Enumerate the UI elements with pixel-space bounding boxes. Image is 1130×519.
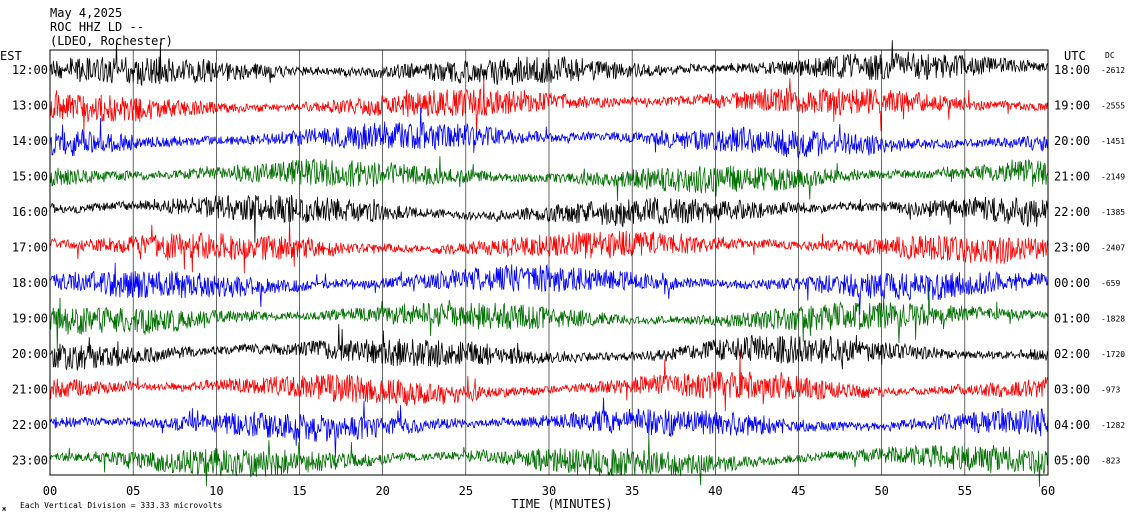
trace-row-1200 xyxy=(49,40,1049,87)
dc-offset-label: -2612 xyxy=(1101,66,1125,75)
utc-hour-label: 18:00 xyxy=(1054,63,1090,77)
est-hour-label: 12:00 xyxy=(12,63,48,77)
utc-hour-label: 19:00 xyxy=(1054,99,1090,113)
dc-labels: -2612 -2555 -1451 -2149 -1385 -2407 -659 -1828 -… xyxy=(1101,66,1125,466)
x-tick-labels: 00 05 10 15 20 25 30 35 40 45 50 55 60 xyxy=(43,484,1055,498)
x-tick-label: 60 xyxy=(1041,484,1055,498)
dc-offset-label: -973 xyxy=(1101,386,1120,395)
utc-hour-label: 02:00 xyxy=(1054,347,1090,361)
est-hour-label: 23:00 xyxy=(12,454,48,468)
plot-frame xyxy=(49,49,1049,476)
x-axis-label: TIME (MINUTES) xyxy=(511,497,612,511)
est-labels: 12:00 13:00 14:00 15:00 16:00 17:00 18:00 19:00… xyxy=(12,63,48,468)
dc-header-label: DC xyxy=(1105,51,1115,60)
est-axis-label: EST xyxy=(0,49,22,63)
trace-row-1300 xyxy=(49,78,1049,135)
trace-row-1700 xyxy=(49,220,1049,274)
trace-row-1600 xyxy=(49,194,1049,243)
dc-offset-label: -2555 xyxy=(1101,102,1125,111)
utc-hour-label: 01:00 xyxy=(1054,312,1090,326)
x-tick-label: 45 xyxy=(791,484,805,498)
trace-row-2100 xyxy=(49,349,1049,412)
x-tick-label: 05 xyxy=(126,484,140,498)
header-date: May 4,2025 xyxy=(50,6,123,20)
trace-row-2000 xyxy=(49,324,1049,371)
dc-offset-label: -2407 xyxy=(1101,244,1125,253)
est-hour-label: 16:00 xyxy=(12,205,48,219)
dc-offset-label: -1282 xyxy=(1101,421,1125,430)
utc-hour-label: 20:00 xyxy=(1054,134,1090,148)
est-hour-label: 18:00 xyxy=(12,276,48,290)
corner-mark: ж xyxy=(2,505,7,513)
trace-row-2300 xyxy=(49,434,1049,487)
header-network: (LDEO, Rochester) xyxy=(50,34,173,48)
utc-axis-label: UTC xyxy=(1064,49,1086,63)
dc-offset-label: -1828 xyxy=(1101,315,1125,324)
trace-row-1400 xyxy=(49,107,1049,159)
dc-offset-label: -659 xyxy=(1101,279,1120,288)
header-station: ROC HHZ LD -- xyxy=(50,20,144,34)
utc-hour-label: 23:00 xyxy=(1054,241,1090,255)
est-hour-label: 13:00 xyxy=(12,99,48,113)
dc-offset-label: -1385 xyxy=(1101,208,1125,217)
dc-offset-label: -823 xyxy=(1101,457,1120,466)
trace-row-1900 xyxy=(49,288,1049,352)
est-hour-label: 19:00 xyxy=(12,312,48,326)
x-tick-label: 50 xyxy=(874,484,888,498)
utc-hour-label: 21:00 xyxy=(1054,170,1090,184)
est-hour-label: 17:00 xyxy=(12,241,48,255)
scale-note: Each Vertical Division = 333.33 microvol… xyxy=(20,501,222,510)
utc-labels: 18:00 19:00 20:00 21:00 22:00 23:00 00:00 01:00… xyxy=(1054,63,1090,468)
seismic-traces xyxy=(49,40,1049,487)
x-tick-label: 35 xyxy=(625,484,639,498)
dc-offset-label: -1451 xyxy=(1101,137,1125,146)
x-tick-label: 40 xyxy=(708,484,722,498)
utc-hour-label: 03:00 xyxy=(1054,383,1090,397)
x-tick-label: 25 xyxy=(459,484,473,498)
est-hour-label: 21:00 xyxy=(12,383,48,397)
dc-offset-label: -2149 xyxy=(1101,173,1125,182)
utc-hour-label: 22:00 xyxy=(1054,205,1090,219)
x-tick-label: 15 xyxy=(292,484,306,498)
utc-hour-label: 00:00 xyxy=(1054,276,1090,290)
trace-row-1800 xyxy=(49,262,1049,315)
x-tick-label: 30 xyxy=(542,484,556,498)
est-hour-label: 14:00 xyxy=(12,134,48,148)
dc-offset-label: -1720 xyxy=(1101,350,1125,359)
x-tick-label: 10 xyxy=(209,484,223,498)
x-tick-label: 20 xyxy=(375,484,389,498)
est-hour-label: 15:00 xyxy=(12,170,48,184)
trace-row-2200 xyxy=(49,397,1049,458)
est-hour-label: 20:00 xyxy=(12,347,48,361)
utc-hour-label: 05:00 xyxy=(1054,454,1090,468)
est-hour-label: 22:00 xyxy=(12,418,48,432)
utc-hour-label: 04:00 xyxy=(1054,418,1090,432)
trace-row-1500 xyxy=(49,156,1049,202)
x-tick-label: 55 xyxy=(958,484,972,498)
x-tick-label: 00 xyxy=(43,484,57,498)
